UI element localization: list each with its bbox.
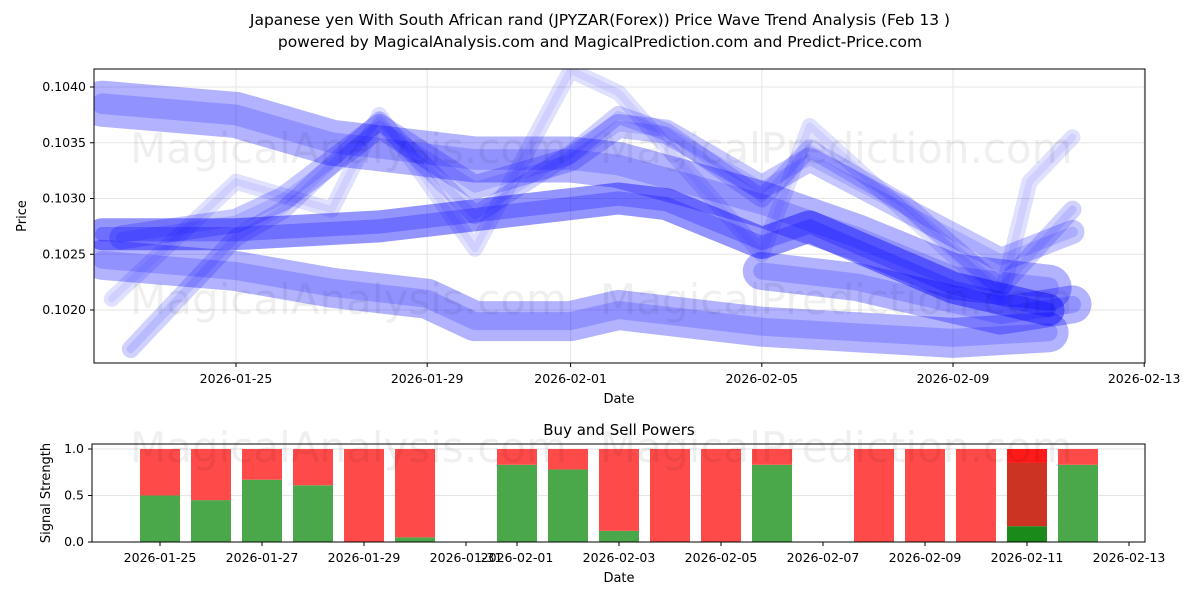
price-chart: MagicalAnalysis.com MagicalPrediction.co… bbox=[15, 68, 1181, 407]
wave-core-upper-band bbox=[94, 93, 1059, 299]
buy-bar bbox=[293, 485, 333, 542]
watermark: MagicalAnalysis.com bbox=[130, 275, 567, 324]
x-tick-label: 2026-01-25 bbox=[124, 550, 197, 565]
y-tick-label: 0.1040 bbox=[42, 79, 86, 94]
x-tick-label: 2026-01-29 bbox=[391, 371, 464, 386]
wave-middle-band bbox=[94, 182, 1065, 326]
chart-subtitle: powered by MagicalAnalysis.com and Magic… bbox=[278, 33, 922, 51]
x-tick-label: 2026-02-03 bbox=[583, 550, 656, 565]
wave-core-wave-2 bbox=[126, 110, 1077, 354]
buy-bar bbox=[1058, 464, 1098, 542]
x-tick-label: 2026-02-01 bbox=[534, 371, 607, 386]
plot-frame bbox=[93, 68, 1146, 364]
watermark: MagicalPrediction.com bbox=[600, 275, 1073, 324]
chart-title: Japanese yen With South African rand (JP… bbox=[249, 11, 950, 29]
x-tick-label: 2026-02-11 bbox=[991, 550, 1064, 565]
wave-lower-band bbox=[94, 239, 1069, 358]
x-tick-label: 2026-02-07 bbox=[787, 550, 860, 565]
x-axis-label: Date bbox=[603, 392, 634, 407]
wave-core-tail-band bbox=[753, 262, 1082, 325]
y-tick-label: 0.1025 bbox=[42, 246, 86, 261]
x-tick-label: 2026-01-25 bbox=[200, 371, 273, 386]
y-tick-label: 0.5 bbox=[64, 488, 84, 503]
wave-wave-3 bbox=[103, 69, 1081, 307]
sell-bar bbox=[905, 449, 945, 542]
buy-bar bbox=[140, 495, 180, 542]
y-axis-label: Price bbox=[15, 200, 30, 232]
wave-core-wave-1 bbox=[115, 120, 1078, 266]
sell-bar bbox=[752, 449, 792, 465]
wave-upper-band bbox=[94, 80, 1072, 311]
sell-bar bbox=[293, 449, 333, 486]
x-tick-label: 2026-02-13 bbox=[1108, 371, 1181, 386]
watermark: MagicalAnalysis.com bbox=[130, 124, 567, 173]
subchart-title: Buy and Sell Powers bbox=[543, 421, 695, 439]
sell-bar bbox=[395, 449, 435, 538]
wave-tail-band bbox=[742, 252, 1092, 335]
y-tick-label: 1.0 bbox=[64, 441, 84, 456]
sell-bar bbox=[854, 449, 894, 542]
buy-sell-chart: Buy and Sell Powers MagicalAnalysis.com … bbox=[39, 421, 1165, 586]
bar-segment-buy bbox=[1007, 526, 1047, 542]
y-tick-label: 0.1030 bbox=[42, 191, 86, 206]
buy-bar bbox=[548, 469, 588, 542]
x-tick-label: 2026-01-31 bbox=[430, 550, 503, 565]
sell-bar bbox=[548, 449, 588, 470]
buy-bar bbox=[191, 500, 231, 542]
y-tick-label: 0.1020 bbox=[42, 302, 86, 317]
sell-bar bbox=[650, 449, 690, 542]
x-axis-label: Date bbox=[603, 571, 634, 586]
sell-bar bbox=[1058, 449, 1098, 465]
x-tick-label: 2026-02-05 bbox=[725, 371, 798, 386]
y-tick-label: 0.1035 bbox=[42, 135, 86, 150]
watermark: MagicalAnalysis.com bbox=[130, 423, 567, 472]
watermark: MagicalPrediction.com bbox=[600, 124, 1073, 173]
x-tick-label: 2026-02-13 bbox=[1093, 550, 1166, 565]
sell-bar bbox=[956, 449, 996, 542]
x-tick-label: 2026-02-09 bbox=[889, 550, 962, 565]
buy-bar bbox=[497, 464, 537, 542]
wave-core-middle-band bbox=[94, 191, 1056, 318]
buy-bar bbox=[599, 530, 639, 542]
sell-bar bbox=[497, 449, 537, 465]
x-tick-label: 2026-01-27 bbox=[226, 550, 299, 565]
wave-core-lower-band bbox=[94, 250, 1058, 347]
sell-bar bbox=[191, 449, 231, 501]
y-tick-label: 0.0 bbox=[64, 534, 84, 549]
y-axis-label: Signal Strength bbox=[39, 443, 54, 543]
watermark: MagicalPrediction.com bbox=[600, 423, 1073, 472]
wave-wave-2 bbox=[121, 105, 1082, 358]
x-tick-label: 2026-02-01 bbox=[481, 550, 554, 565]
bar-segment-sell bbox=[1007, 449, 1047, 463]
sell-bar bbox=[140, 449, 180, 496]
x-tick-label: 2026-01-29 bbox=[328, 550, 401, 565]
buy-bar bbox=[395, 537, 435, 542]
wave-wave-1 bbox=[109, 114, 1085, 272]
x-tick-label: 2026-02-09 bbox=[917, 371, 990, 386]
wave-core-wave-3 bbox=[108, 69, 1077, 303]
bar-segment-sell bbox=[1007, 462, 1047, 527]
x-tick-label: 2026-02-05 bbox=[685, 550, 758, 565]
sell-bar bbox=[599, 449, 639, 531]
sell-bar bbox=[701, 449, 741, 542]
sell-bar bbox=[344, 449, 384, 542]
buy-bar bbox=[752, 464, 792, 542]
buy-bar bbox=[242, 479, 282, 542]
sell-bar bbox=[242, 449, 282, 480]
